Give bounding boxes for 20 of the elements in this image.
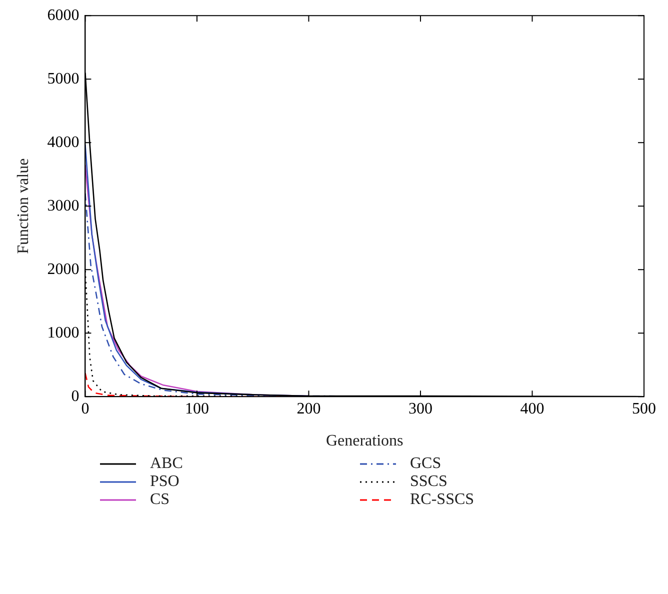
x-tick-label: 100 (184, 400, 209, 418)
legend-label: PSO (150, 473, 180, 491)
x-tick-label: 400 (520, 400, 544, 418)
x-tick-label: 300 (408, 400, 432, 418)
y-tick-label: 1000 (47, 324, 80, 342)
legend-label: RC-SSCS (410, 491, 474, 509)
y-tick-label: 5000 (47, 70, 80, 88)
y-tick-label: 4000 (47, 134, 80, 151)
y-tick-label: 3000 (47, 197, 80, 214)
y-tick-label: 2000 (47, 260, 80, 278)
legend-label: ABC (150, 455, 183, 473)
x-tick-label: 500 (632, 400, 656, 418)
y-tick-label: 6000 (47, 6, 80, 24)
legend-label: CS (150, 491, 170, 509)
x-axis-title: Generations (326, 432, 404, 450)
legend-label: SSCS (410, 473, 448, 491)
legend-label: GCS (410, 455, 442, 473)
y-tick-label: 0 (71, 388, 80, 405)
y-axis-title: Function value (14, 158, 32, 254)
x-tick-label: 200 (296, 400, 321, 418)
